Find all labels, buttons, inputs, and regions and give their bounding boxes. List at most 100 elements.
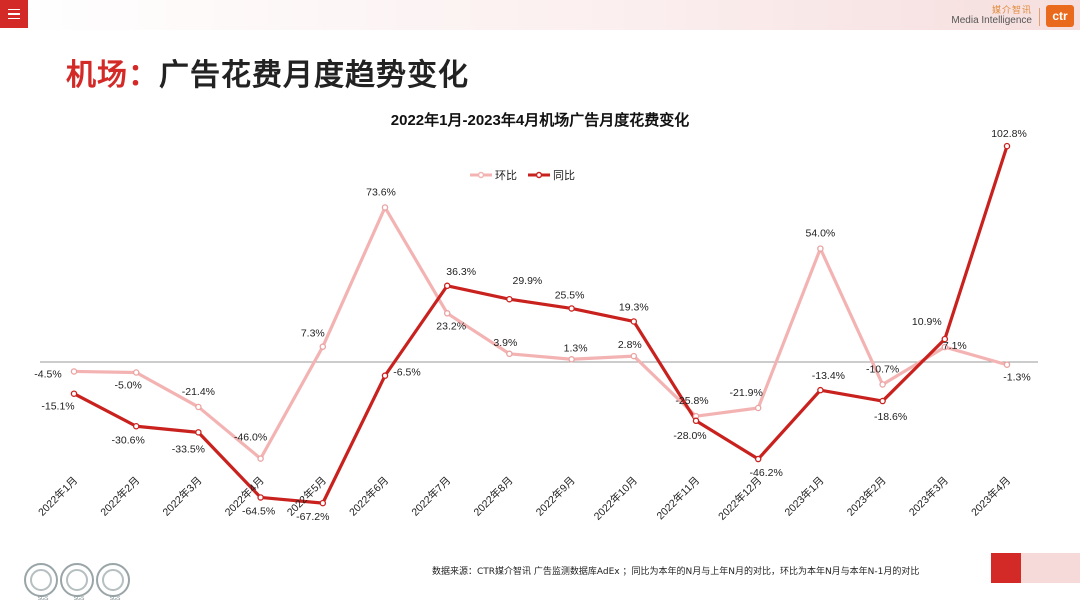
footer-accent-red xyxy=(991,553,1021,583)
x-tick-label: 2022年8月 xyxy=(471,474,516,519)
data-point xyxy=(506,295,513,303)
data-label: 7.1% xyxy=(943,340,967,352)
chart-title: 2022年1月-2023年4月机场广告月度花费变化 xyxy=(391,111,689,129)
brand-name-en: Media Intelligence xyxy=(951,15,1032,27)
data-point xyxy=(568,305,575,312)
sgs-certification-icon: SGS xyxy=(24,563,58,602)
series-line-1 xyxy=(72,144,1009,505)
seal-label: SGS xyxy=(37,596,49,602)
data-point xyxy=(381,204,389,211)
x-tick-label: 2022年1月 xyxy=(35,474,80,519)
x-tick-label: 2022年10月 xyxy=(591,474,640,523)
data-point xyxy=(381,372,389,379)
data-label: -21.4% xyxy=(182,386,215,398)
sgs-certification-icon: SGS xyxy=(60,563,94,602)
data-point xyxy=(195,429,202,436)
data-point xyxy=(70,390,78,397)
x-tick-label: 2022年12月 xyxy=(715,474,764,523)
brand-text: 媒介智讯 Media Intelligence xyxy=(951,6,1032,27)
data-label: -33.5% xyxy=(172,443,205,455)
data-label: 73.6% xyxy=(366,186,396,198)
data-point xyxy=(630,318,638,325)
x-tick-label: 2023年4月 xyxy=(968,474,1013,519)
data-label: 1.3% xyxy=(564,342,588,354)
page-title-prefix: 机场： xyxy=(66,58,159,93)
x-tick-label: 2022年6月 xyxy=(346,474,391,519)
x-tick-label: 2023年1月 xyxy=(782,474,827,519)
data-point xyxy=(195,403,202,411)
data-label: -46.0% xyxy=(234,432,267,444)
series-line-0 xyxy=(72,205,1009,461)
data-label: -46.2% xyxy=(750,467,783,479)
data-point xyxy=(319,499,327,507)
data-point xyxy=(941,343,949,351)
x-tick-label: 2022年7月 xyxy=(409,474,454,519)
legend-marker-1 xyxy=(535,171,543,179)
data-label: 102.8% xyxy=(991,128,1027,140)
data-point xyxy=(941,335,949,343)
data-point xyxy=(319,343,327,350)
data-point xyxy=(692,417,700,425)
data-label: -13.4% xyxy=(812,370,845,382)
data-label: 23.2% xyxy=(436,320,466,332)
data-label: -64.5% xyxy=(242,505,275,517)
data-point xyxy=(1003,142,1011,150)
data-point xyxy=(257,494,264,501)
data-point xyxy=(257,455,264,462)
page-title: 机场：广告花费月度趋势变化 xyxy=(66,50,469,94)
data-point xyxy=(506,350,513,358)
x-tick-label: 2023年3月 xyxy=(906,474,951,519)
hamburger-menu-icon[interactable] xyxy=(0,0,28,28)
data-point xyxy=(132,423,140,430)
data-point xyxy=(443,310,451,317)
footer-accent-pink xyxy=(1021,553,1080,583)
data-point xyxy=(70,368,78,375)
legend-label-0: 环比 xyxy=(495,169,517,182)
data-label: 29.9% xyxy=(513,275,543,287)
data-point xyxy=(817,386,824,394)
seal-label: SGS xyxy=(73,596,85,602)
sgs-certification-icon: SGS xyxy=(96,563,130,602)
data-label: 2.8% xyxy=(618,339,642,351)
data-point xyxy=(1003,361,1011,368)
brand-divider xyxy=(1039,8,1040,26)
x-tick-label: 2022年3月 xyxy=(160,474,205,519)
data-label: 7.3% xyxy=(301,328,325,340)
page-title-main: 广告花费月度趋势变化 xyxy=(159,58,469,93)
brand-name-cn: 媒介智讯 xyxy=(991,6,1032,16)
x-tick-label: 2022年2月 xyxy=(98,474,143,519)
data-point xyxy=(132,369,140,376)
data-point xyxy=(879,397,886,405)
data-point xyxy=(568,356,575,363)
data-label: -25.8% xyxy=(675,395,708,407)
data-point xyxy=(817,245,824,252)
data-point xyxy=(754,404,762,412)
x-tick-label: 2022年11月 xyxy=(654,474,702,522)
legend-label-1: 同比 xyxy=(553,169,575,182)
x-tick-label: 2022年9月 xyxy=(533,474,578,519)
data-label: -15.1% xyxy=(41,401,74,413)
data-label: -30.6% xyxy=(112,434,145,446)
data-label: 54.0% xyxy=(806,228,836,240)
data-label: -1.3% xyxy=(1003,372,1030,384)
data-point xyxy=(630,352,638,360)
data-label: 10.9% xyxy=(912,316,942,328)
data-label: 3.9% xyxy=(493,337,517,349)
data-source-note: 数据来源：CTR媒介智讯 广告监测数据库AdEx ；同比为本年的N月与上年N月的… xyxy=(432,567,920,577)
legend-marker-0 xyxy=(477,171,485,179)
data-point xyxy=(879,381,886,388)
data-label: -5.0% xyxy=(114,380,141,392)
ctr-logo: ctr xyxy=(1046,5,1074,27)
data-label: 25.5% xyxy=(555,289,585,301)
data-label: -21.9% xyxy=(730,387,763,399)
data-label: 19.3% xyxy=(619,301,649,313)
data-label: -6.5% xyxy=(393,367,420,379)
data-label: -18.6% xyxy=(874,411,907,423)
data-label: -67.2% xyxy=(296,511,329,523)
data-label: -28.0% xyxy=(673,430,706,442)
certification-seals: SGS SGS SGS xyxy=(24,563,130,602)
x-tick-label: 2023年2月 xyxy=(844,474,889,519)
data-label: -4.5% xyxy=(34,368,61,380)
top-bar: 媒介智讯 Media Intelligence ctr xyxy=(0,0,1080,30)
